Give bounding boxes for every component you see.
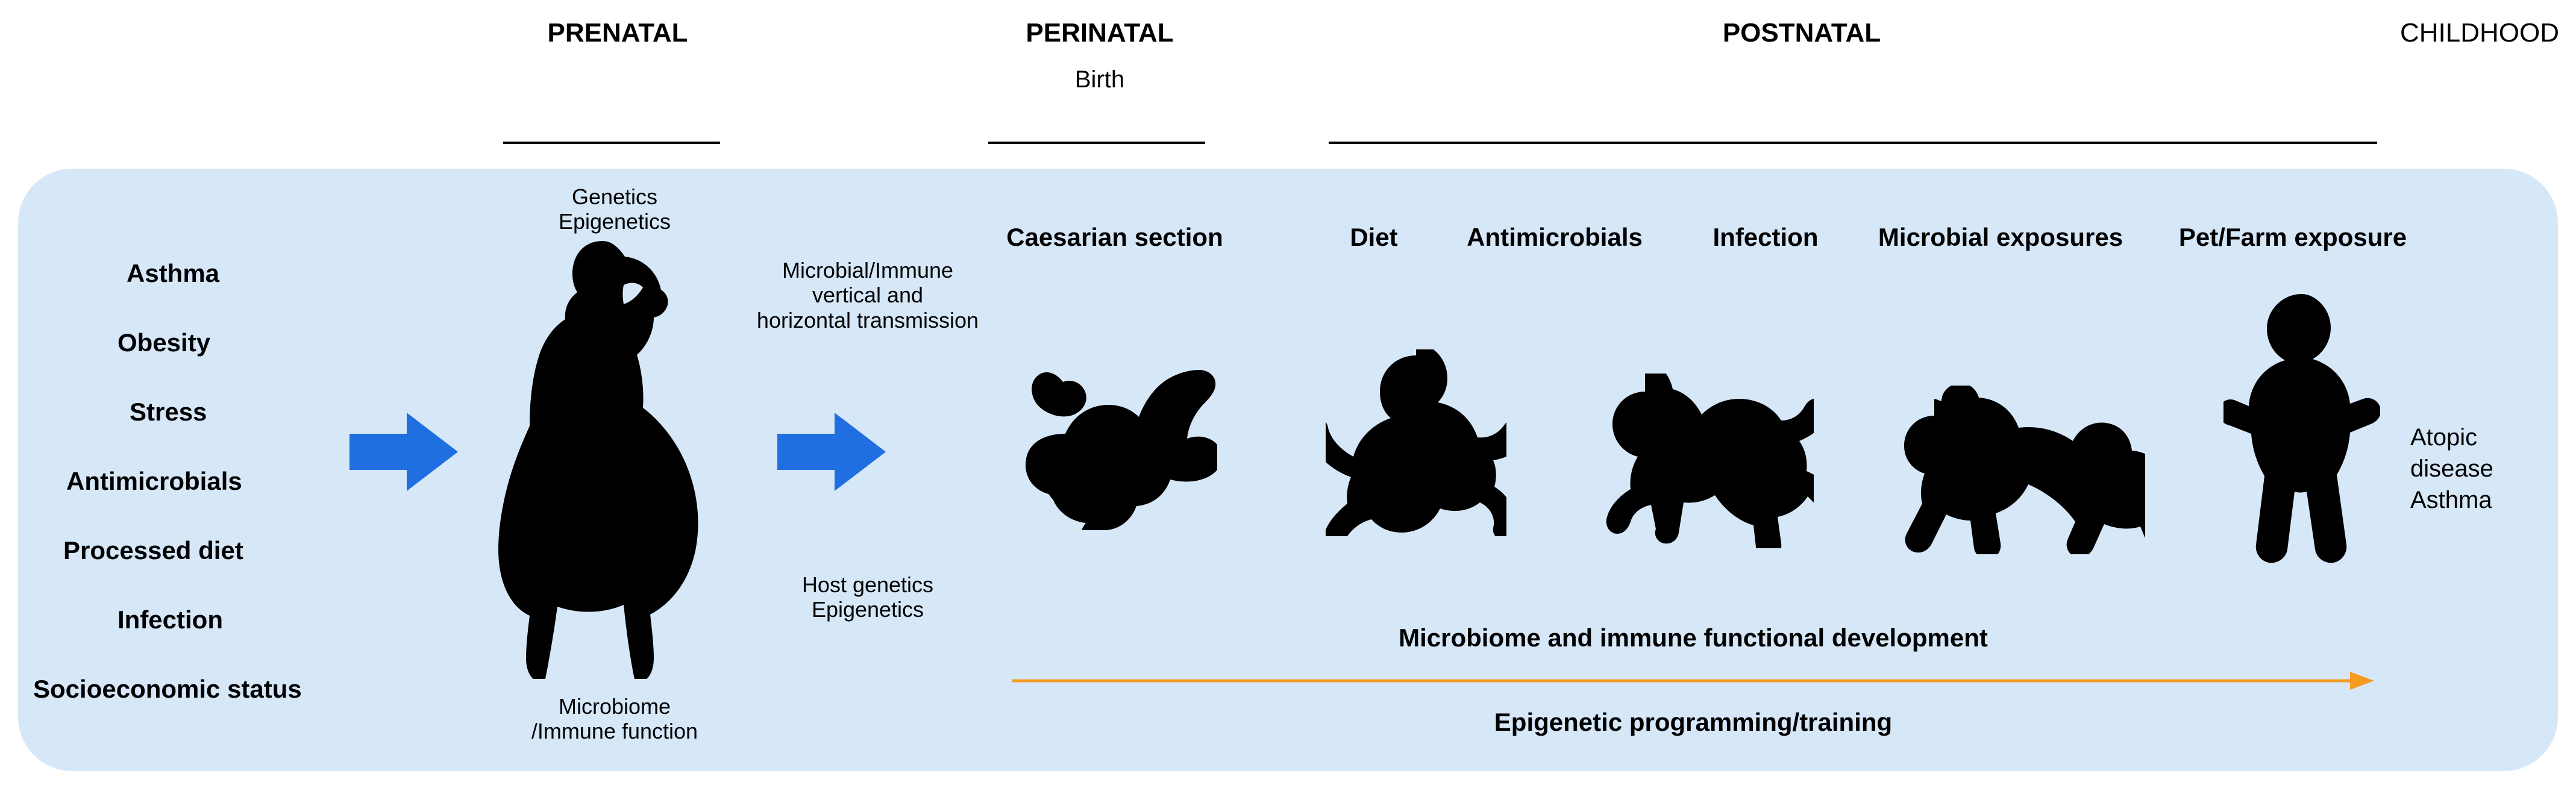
stage-prenatal: PRENATAL	[512, 18, 723, 48]
risk-processed-diet: Processed diet	[63, 536, 243, 565]
factor-diet: Diet	[1320, 223, 1428, 252]
arrow-to-birth	[777, 410, 886, 494]
risk-infection: Infection	[118, 605, 223, 634]
rule-perinatal	[988, 142, 1205, 144]
factor-petfarm: Pet/Farm exposure	[2157, 223, 2428, 252]
stage-perinatal: PERINATAL	[994, 18, 1205, 48]
outcome-text: Atopic disease Asthma	[2410, 422, 2567, 516]
development-arrow	[1012, 669, 2374, 693]
risk-socioeconomic: Socioeconomic status	[33, 675, 302, 704]
factor-antimicrobials: Antimicrobials	[1446, 223, 1663, 252]
risk-obesity: Obesity	[118, 328, 210, 357]
transmission-top: Microbial/Immune vertical and horizontal…	[741, 258, 994, 333]
baby-sitting-silhouette	[1326, 349, 1506, 536]
arrow-to-mother	[349, 410, 458, 494]
baby-crawling2-silhouette	[1892, 386, 2145, 554]
factor-caesarian: Caesarian section	[988, 223, 1241, 252]
risk-asthma: Asthma	[127, 259, 219, 288]
risk-antimicrobials: Antimicrobials	[66, 467, 242, 496]
rule-postnatal	[1329, 142, 2377, 144]
preg-top-label: Genetics Epigenetics	[524, 184, 705, 234]
stage-postnatal: POSTNATAL	[1651, 18, 1952, 48]
pregnant-woman-silhouette	[482, 238, 723, 684]
preg-bottom-label: Microbiome /Immune function	[512, 694, 717, 744]
transmission-bottom: Host genetics Epigenetics	[759, 572, 976, 622]
dev-line2: Epigenetic programming/training	[1012, 708, 2374, 737]
stage-perinatal-sub: Birth	[994, 66, 1205, 93]
toddler-standing-silhouette	[2223, 289, 2380, 572]
dev-line1: Microbiome and immune functional develop…	[1012, 624, 2374, 652]
baby-crawling-silhouette	[1597, 374, 1814, 548]
stage-childhood: CHILDHOOD	[2386, 18, 2573, 48]
factor-infection: Infection	[1687, 223, 1844, 252]
rule-prenatal	[503, 142, 720, 144]
factor-microbial: Microbial exposures	[1856, 223, 2145, 252]
risk-stress: Stress	[130, 398, 207, 427]
baby-newborn-silhouette	[1012, 367, 1217, 530]
